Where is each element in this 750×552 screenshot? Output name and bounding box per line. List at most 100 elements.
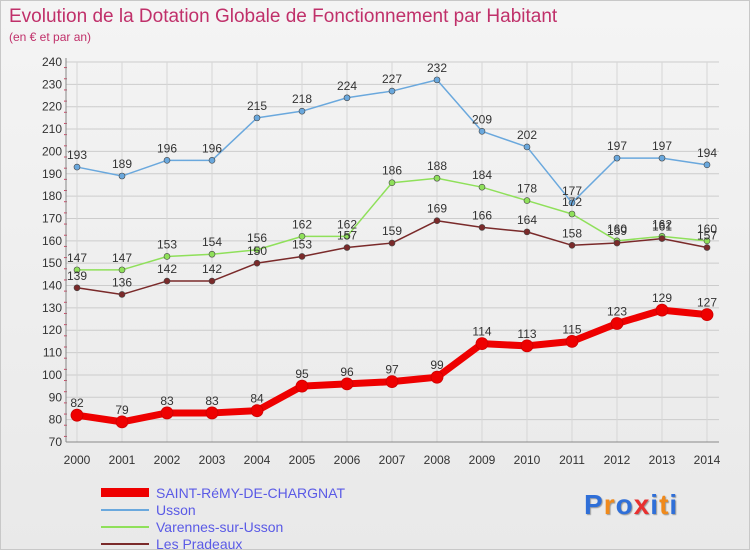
data-point-les-pradeaux: [208, 277, 216, 285]
y-tick-label: 120: [42, 323, 62, 337]
data-point-les-pradeaux: [568, 241, 576, 249]
legend-label: Varennes-sur-Usson: [156, 518, 284, 535]
x-tick-label: 2002: [154, 453, 181, 467]
x-tick-label: 2009: [469, 453, 496, 467]
y-tick-label: 160: [42, 234, 62, 248]
data-point-usson: [73, 163, 81, 171]
data-point-varennes-sur-usson: [298, 233, 306, 240]
data-label-varennes-sur-usson: 160: [697, 222, 717, 236]
data-label-usson: 189: [112, 157, 132, 171]
x-tick-label: 2003: [199, 453, 226, 467]
y-tick-label: 100: [42, 368, 62, 382]
data-label-les-pradeaux: 150: [247, 244, 267, 258]
data-label-les-pradeaux: 166: [472, 208, 492, 222]
y-tick-label: 210: [42, 122, 62, 136]
data-label-les-pradeaux: 142: [157, 262, 177, 276]
data-point-saint-r-my-de-chargnat: [610, 317, 624, 330]
legend-item-usson: Usson: [101, 501, 345, 518]
data-point-usson: [568, 199, 576, 207]
data-label-les-pradeaux: 159: [382, 224, 402, 238]
data-point-les-pradeaux: [523, 228, 531, 236]
data-point-varennes-sur-usson: [523, 197, 531, 204]
data-point-varennes-sur-usson: [73, 266, 81, 274]
data-label-usson: 196: [157, 141, 177, 155]
data-point-les-pradeaux: [163, 277, 171, 285]
data-label-les-pradeaux: 157: [697, 229, 717, 243]
data-label-les-pradeaux: 153: [292, 237, 312, 251]
x-tick-label: 2012: [604, 453, 631, 467]
data-label-les-pradeaux: 136: [112, 275, 132, 289]
data-point-les-pradeaux: [433, 217, 441, 225]
data-point-saint-r-my-de-chargnat: [340, 377, 354, 391]
y-tick-label: 70: [49, 435, 63, 449]
data-point-les-pradeaux: [118, 291, 126, 298]
legend-swatch: [101, 525, 149, 528]
y-tick-label: 150: [42, 256, 62, 270]
data-label-varennes-sur-usson: 156: [247, 231, 267, 245]
data-label-varennes-sur-usson: 160: [607, 222, 627, 236]
x-tick-label: 2004: [244, 453, 271, 467]
data-point-varennes-sur-usson: [343, 233, 351, 240]
data-point-varennes-sur-usson: [253, 246, 261, 254]
data-point-saint-r-my-de-chargnat: [295, 379, 309, 393]
legend-item-saint-r-my-de-chargnat: SAINT-RéMY-DE-CHARGNAT: [101, 484, 345, 501]
data-point-les-pradeaux: [298, 253, 306, 260]
data-point-usson: [298, 107, 306, 115]
data-point-usson: [208, 157, 216, 164]
data-label-les-pradeaux: 159: [607, 224, 627, 238]
data-label-usson: 224: [337, 79, 357, 93]
data-point-les-pradeaux: [478, 224, 486, 231]
data-point-saint-r-my-de-chargnat: [700, 308, 714, 321]
y-tick-label: 110: [43, 346, 62, 360]
logo-letter: P: [584, 489, 604, 520]
legend-swatch: [101, 508, 149, 511]
data-label-usson: 218: [292, 92, 312, 106]
data-label-varennes-sur-usson: 162: [292, 217, 312, 231]
y-tick-label: 220: [42, 100, 62, 114]
data-label-saint-r-my-de-chargnat: 82: [70, 396, 84, 410]
data-point-les-pradeaux: [73, 284, 81, 292]
x-tick-label: 2001: [109, 453, 136, 467]
data-point-saint-r-my-de-chargnat: [475, 337, 489, 351]
data-point-saint-r-my-de-chargnat: [565, 335, 579, 348]
y-tick-label: 140: [42, 279, 62, 293]
legend-label: Usson: [156, 501, 196, 518]
y-tick-label: 80: [49, 413, 63, 427]
proxiti-logo: Proxiti: [584, 489, 678, 521]
data-label-saint-r-my-de-chargnat: 97: [385, 363, 399, 377]
data-point-varennes-sur-usson: [433, 174, 441, 182]
y-tick-label: 240: [42, 55, 62, 69]
x-tick-label: 2013: [649, 453, 676, 467]
y-tick-label: 180: [42, 189, 62, 203]
data-label-saint-r-my-de-chargnat: 123: [607, 305, 627, 319]
data-label-usson: 215: [247, 99, 267, 113]
x-tick-label: 2010: [514, 453, 541, 467]
chart-subtitle: (en € et par an): [9, 30, 92, 44]
logo-letter: r: [603, 489, 616, 520]
legend-item-varennes-sur-usson: Varennes-sur-Usson: [101, 518, 345, 535]
data-point-les-pradeaux: [253, 259, 261, 267]
data-label-varennes-sur-usson: 162: [337, 217, 357, 231]
data-point-saint-r-my-de-chargnat: [385, 375, 399, 389]
data-label-saint-r-my-de-chargnat: 115: [562, 322, 581, 336]
data-label-usson: 202: [517, 128, 537, 142]
data-label-les-pradeaux: 161: [652, 220, 672, 234]
y-tick-label: 170: [42, 211, 62, 225]
data-label-usson: 193: [67, 148, 87, 162]
y-tick-label: 230: [42, 77, 62, 91]
legend-swatch: [101, 542, 149, 545]
data-label-varennes-sur-usson: 153: [157, 237, 177, 251]
x-tick-label: 2000: [64, 453, 91, 467]
data-point-saint-r-my-de-chargnat: [655, 303, 669, 317]
y-tick-label: 90: [49, 390, 63, 404]
data-point-saint-r-my-de-chargnat: [520, 339, 534, 353]
data-point-varennes-sur-usson: [388, 179, 396, 187]
logo-letter: i: [650, 489, 660, 520]
legend-item-les-pradeaux: Les Pradeaux: [101, 535, 345, 552]
data-label-les-pradeaux: 164: [517, 213, 537, 227]
data-point-usson: [703, 161, 711, 169]
data-label-varennes-sur-usson: 172: [562, 195, 582, 209]
data-point-saint-r-my-de-chargnat: [70, 408, 84, 422]
data-label-saint-r-my-de-chargnat: 83: [160, 394, 174, 408]
